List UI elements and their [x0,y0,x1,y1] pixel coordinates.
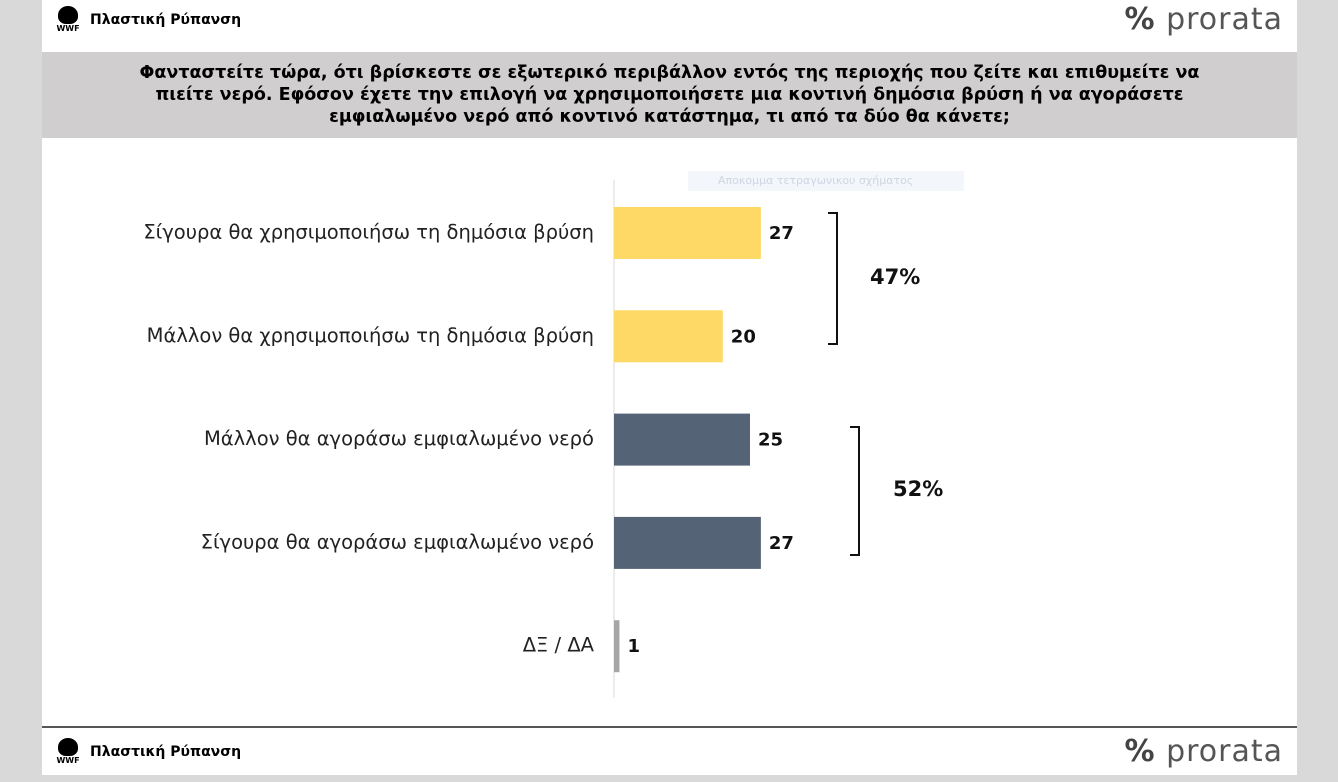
footer: WWF Πλαστική Ρύπανση % prorata [42,732,1297,772]
footer-title: Πλαστική Ρύπανση [90,744,242,760]
bar [614,310,723,363]
header: WWF Πλαστική Ρύπανση % prorata [42,0,1297,40]
category-label: Σίγουρα θα αγοράσω εμφιαλωμένο νερό [201,530,594,553]
annotation: 47% [870,265,920,289]
bar [614,516,761,569]
category-label: Μάλλον θα αγοράσω εμφιαλωμένο νερό [204,427,594,450]
category-label: Σίγουρα θα χρησιμοποιήσω τη δημόσια βρύσ… [143,221,594,244]
bar [614,207,761,259]
annotation: 52% [893,477,943,501]
category-label: Μάλλον θα χρησιμοποιήσω τη δημόσια βρύση [147,324,594,347]
bracket [828,212,838,345]
category-label: ΔΞ / ΔΑ [523,634,595,657]
value-label: 1 [627,636,640,657]
value-label: 27 [769,223,794,244]
separator [42,726,1297,728]
logo: WWF [56,6,80,33]
bar [614,413,750,466]
brand: % prorata [1124,2,1283,37]
bar [614,620,620,673]
tooltip: Αποκομμα τετραγωνικου σχήματος [688,171,964,191]
header-title: Πλαστική Ρύπανση [90,12,242,28]
bracket [850,426,860,556]
logo: WWF [56,738,80,765]
brand: % prorata [1124,734,1283,769]
chart-title: Φανταστείτε τώρα, ότι βρίσκεστε σε εξωτε… [42,52,1297,138]
value-label: 20 [731,326,756,347]
value-label: 25 [758,430,783,451]
value-label: 27 [769,533,794,554]
